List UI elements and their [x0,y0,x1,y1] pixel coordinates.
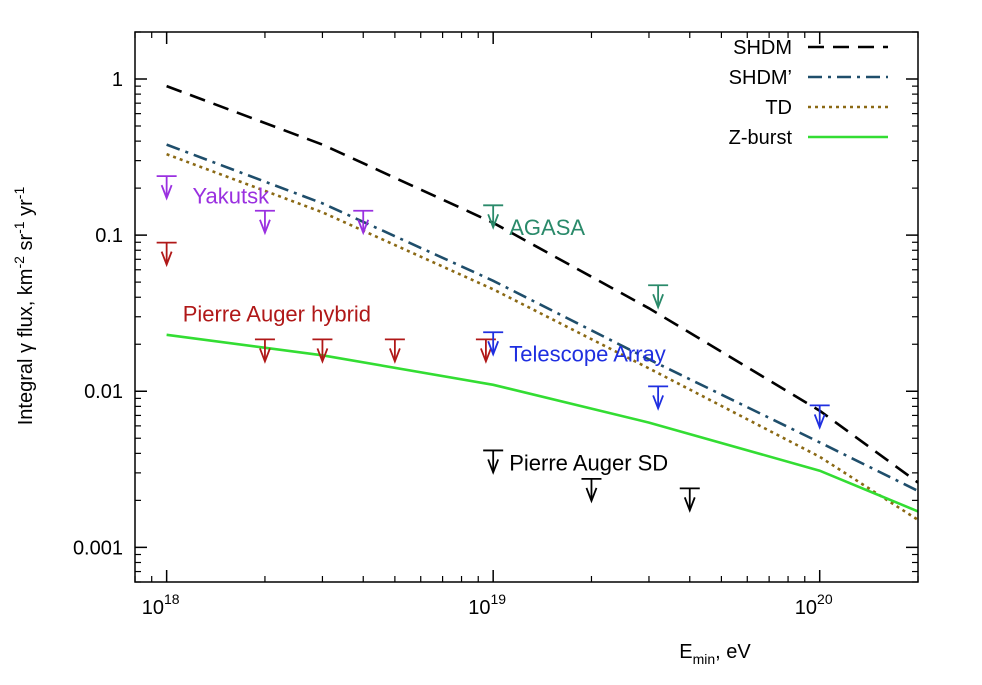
model-curves [166,84,919,521]
x-tick-label: 1018 [142,591,180,619]
series-line-shdm [166,84,919,484]
upper-limit-marker [483,449,504,475]
y-tick-label: 0.1 [95,225,123,247]
upper-limit-marker [483,204,504,230]
legend: SHDM SHDM’ TD Z-burst [729,37,888,149]
series-line-z-burst [166,333,919,513]
upper-limit-marker [648,284,669,310]
y-tick-label: 1 [112,69,123,91]
legend-label: SHDM’ [729,67,792,89]
annotation-pierre-auger-sd: Pierre Auger SD [509,451,668,476]
x-tick-label: 1019 [468,591,506,619]
legend-label: SHDM [733,37,792,59]
annotation-pierre-auger-hybrid: Pierre Auger hybrid [183,301,371,326]
y-tick-label: 0.001 [73,537,123,559]
upper-limit-marker [156,241,177,268]
upper-limit-marker [384,338,405,364]
upper-limit-marker [581,477,602,504]
x-axis-label: Emin, eV [679,641,751,667]
y-axis-label: Integral γ flux, km-2 sr-1 yr-1 [11,187,37,426]
svg-text:Integral γ flux, km-2 sr-1 yr-: Integral γ flux, km-2 sr-1 yr-1 [11,187,37,426]
legend-label: TD [765,97,792,119]
axis-ticks: 1 0.1 0.01 0.001 1018 1019 1020 [73,31,919,619]
upper-limit-marker [254,338,275,364]
series-line-shdm- [166,143,919,493]
annotation-telescope-array: Telescope Array [509,342,666,367]
upper-limit-marker [156,175,177,201]
annotation-yakutsk: Yakutsk [192,183,270,208]
legend-label: Z-burst [729,127,793,149]
upper-limit-marker [254,209,275,236]
annotation-agasa: AGASA [509,215,585,240]
svg-text:Emin, eV: Emin, eV [679,641,751,667]
upper-limit-marker [679,487,700,513]
upper-limit-marker [312,338,333,364]
upper-limit-marker [353,209,374,236]
x-tick-label: 1020 [795,591,833,619]
upper-limit-marker [483,331,504,357]
upper-limits [156,175,830,513]
upper-limit-marker [809,404,830,430]
upper-limit-marker [648,385,669,411]
y-tick-label: 0.01 [84,381,123,403]
plot-frame [134,31,919,583]
annotations: Yakutsk AGASA Pierre Auger hybrid Telescope… [183,183,668,475]
